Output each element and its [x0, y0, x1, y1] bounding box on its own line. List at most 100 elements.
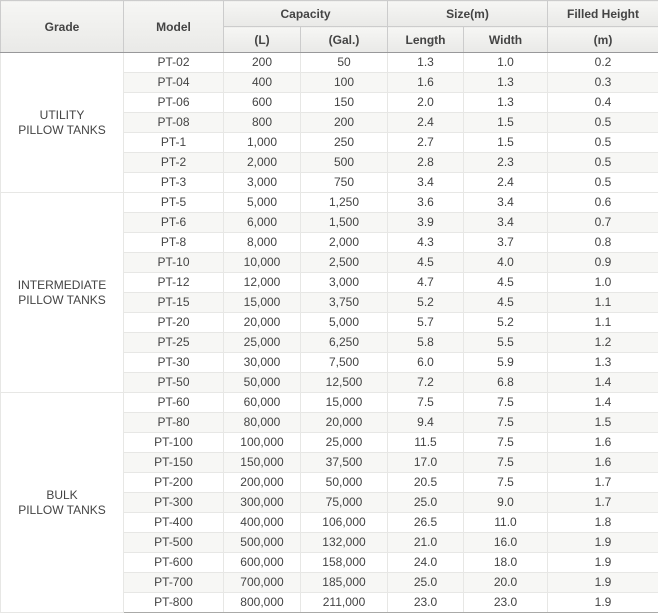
table-row: PT-700 700,000 185,000 25.0 20.0 1.9 — [1, 572, 658, 593]
filled-height-cell: 0.4 — [547, 92, 658, 113]
length-cell: 3.9 — [387, 212, 464, 233]
table-row: PT-12 12,000 3,000 4.7 4.5 1.0 — [1, 272, 658, 293]
model-cell: PT-700 — [123, 572, 224, 593]
capacity-l-cell: 1,000 — [223, 132, 301, 153]
table-row: PT-500 500,000 132,000 21.0 16.0 1.9 — [1, 532, 658, 553]
table-row: PT-6 6,000 1,500 3.9 3.4 0.7 — [1, 212, 658, 233]
capacity-l-cell: 8,000 — [223, 232, 301, 253]
capacity-gal-cell: 5,000 — [300, 312, 388, 333]
length-cell: 2.7 — [387, 132, 464, 153]
table-row: PT-2 2,000 500 2.8 2.3 0.5 — [1, 152, 658, 173]
group-utility-pillow-tanks: UTILITY PILLOW TANKS PT-02 200 50 1.3 1.0 0.2 P… — [0, 52, 658, 193]
capacity-gal-cell: 25,000 — [300, 432, 388, 453]
width-cell: 11.0 — [463, 512, 548, 533]
width-cell: 2.3 — [463, 152, 548, 173]
filled-height-cell: 1.6 — [547, 452, 658, 473]
width-cell: 1.5 — [463, 132, 548, 153]
table-row: INTERMEDIATE PILLOW TANKS PT-5 5,000 1,250 3… — [0, 192, 658, 393]
length-cell: 11.5 — [387, 432, 464, 453]
capacity-gal-cell: 158,000 — [300, 552, 388, 573]
width-cell: 7.5 — [463, 432, 548, 453]
width-cell: 3.4 — [463, 192, 548, 213]
capacity-gal-cell: 1,500 — [300, 212, 388, 233]
width-cell: 6.8 — [463, 372, 548, 393]
filled-height-cell: 1.9 — [547, 532, 658, 553]
table-row: PT-600 600,000 158,000 24.0 18.0 1.9 — [1, 552, 658, 573]
capacity-l-cell: 10,000 — [223, 252, 301, 273]
capacity-gal-cell: 50,000 — [300, 472, 388, 493]
capacity-gal-cell: 1,250 — [300, 192, 388, 213]
capacity-l-cell: 80,000 — [223, 412, 301, 433]
model-cell: PT-04 — [123, 72, 224, 93]
table-row: PT-800 800,000 211,000 23.0 23.0 1.9 — [1, 592, 658, 613]
table-header: Grade Model Capacity Size(m) Filled Heig… — [0, 0, 658, 53]
table-row: PT-25 25,000 6,250 5.8 5.5 1.2 — [1, 332, 658, 353]
capacity-gal-cell: 37,500 — [300, 452, 388, 473]
filled-height-cell: 1.5 — [547, 412, 658, 433]
width-cell: 4.5 — [463, 272, 548, 293]
width-cell: 4.0 — [463, 252, 548, 273]
capacity-gal-cell: 185,000 — [300, 572, 388, 593]
model-cell: PT-3 — [123, 172, 224, 193]
length-cell: 2.8 — [387, 152, 464, 173]
table-row: PT-30 30,000 7,500 6.0 5.9 1.3 — [1, 352, 658, 373]
table-row: BULK PILLOW TANKS PT-60 60,000 15,000 7.5 7.5… — [0, 392, 658, 613]
model-cell: PT-200 — [123, 472, 224, 493]
filled-height-cell: 0.8 — [547, 232, 658, 253]
model-cell: PT-400 — [123, 512, 224, 533]
capacity-gal-cell: 150 — [300, 92, 388, 113]
length-cell: 4.7 — [387, 272, 464, 293]
table-row: PT-20 20,000 5,000 5.7 5.2 1.1 — [1, 312, 658, 333]
capacity-l-cell: 100,000 — [223, 432, 301, 453]
column-header-filled-height: Filled Height — [547, 0, 658, 27]
filled-height-cell: 1.4 — [547, 392, 658, 413]
width-cell: 20.0 — [463, 572, 548, 593]
length-cell: 3.4 — [387, 172, 464, 193]
capacity-gal-cell: 750 — [300, 172, 388, 193]
capacity-l-cell: 3,000 — [223, 172, 301, 193]
model-cell: PT-25 — [123, 332, 224, 353]
model-cell: PT-50 — [123, 372, 224, 393]
width-cell: 23.0 — [463, 592, 548, 613]
capacity-gal-cell: 2,000 — [300, 232, 388, 253]
capacity-l-cell: 800,000 — [223, 592, 301, 613]
capacity-l-cell: 600 — [223, 92, 301, 113]
width-cell: 1.5 — [463, 112, 548, 133]
column-header-capacity-gallons: (Gal.) — [300, 26, 388, 53]
capacity-l-cell: 2,000 — [223, 152, 301, 173]
table-row: PT-300 300,000 75,000 25.0 9.0 1.7 — [1, 492, 658, 513]
column-header-length: Length — [387, 26, 464, 53]
model-cell: PT-12 — [123, 272, 224, 293]
group-bulk-pillow-tanks: BULK PILLOW TANKS PT-60 60,000 15,000 7.5 7.5… — [0, 392, 658, 613]
table-row: PT-80 80,000 20,000 9.4 7.5 1.5 — [1, 412, 658, 433]
table-row: PT-150 150,000 37,500 17.0 7.5 1.6 — [1, 452, 658, 473]
capacity-l-cell: 25,000 — [223, 332, 301, 353]
width-cell: 9.0 — [463, 492, 548, 513]
capacity-l-cell: 60,000 — [223, 392, 301, 413]
width-cell: 18.0 — [463, 552, 548, 573]
width-cell: 7.5 — [463, 392, 548, 413]
length-cell: 23.0 — [387, 592, 464, 613]
capacity-l-cell: 400,000 — [223, 512, 301, 533]
column-header-capacity: Capacity — [223, 0, 388, 27]
capacity-l-cell: 6,000 — [223, 212, 301, 233]
column-header-width: Width — [463, 26, 548, 53]
width-cell: 4.5 — [463, 292, 548, 313]
capacity-gal-cell: 211,000 — [300, 592, 388, 613]
width-cell: 7.5 — [463, 412, 548, 433]
model-cell: PT-06 — [123, 92, 224, 113]
model-cell: PT-20 — [123, 312, 224, 333]
capacity-gal-cell: 106,000 — [300, 512, 388, 533]
filled-height-cell: 1.2 — [547, 332, 658, 353]
table-row: PT-06 600 150 2.0 1.3 0.4 — [1, 92, 658, 113]
header-row-groups: Grade Model Capacity Size(m) Filled Heig… — [0, 0, 658, 53]
grade-cell: BULK PILLOW TANKS — [0, 392, 124, 613]
table-row: PT-50 50,000 12,500 7.2 6.8 1.4 — [1, 372, 658, 393]
length-cell: 26.5 — [387, 512, 464, 533]
capacity-l-cell: 30,000 — [223, 352, 301, 373]
filled-height-cell: 0.5 — [547, 172, 658, 193]
filled-height-cell: 1.7 — [547, 472, 658, 493]
length-cell: 7.5 — [387, 392, 464, 413]
capacity-gal-cell: 100 — [300, 72, 388, 93]
